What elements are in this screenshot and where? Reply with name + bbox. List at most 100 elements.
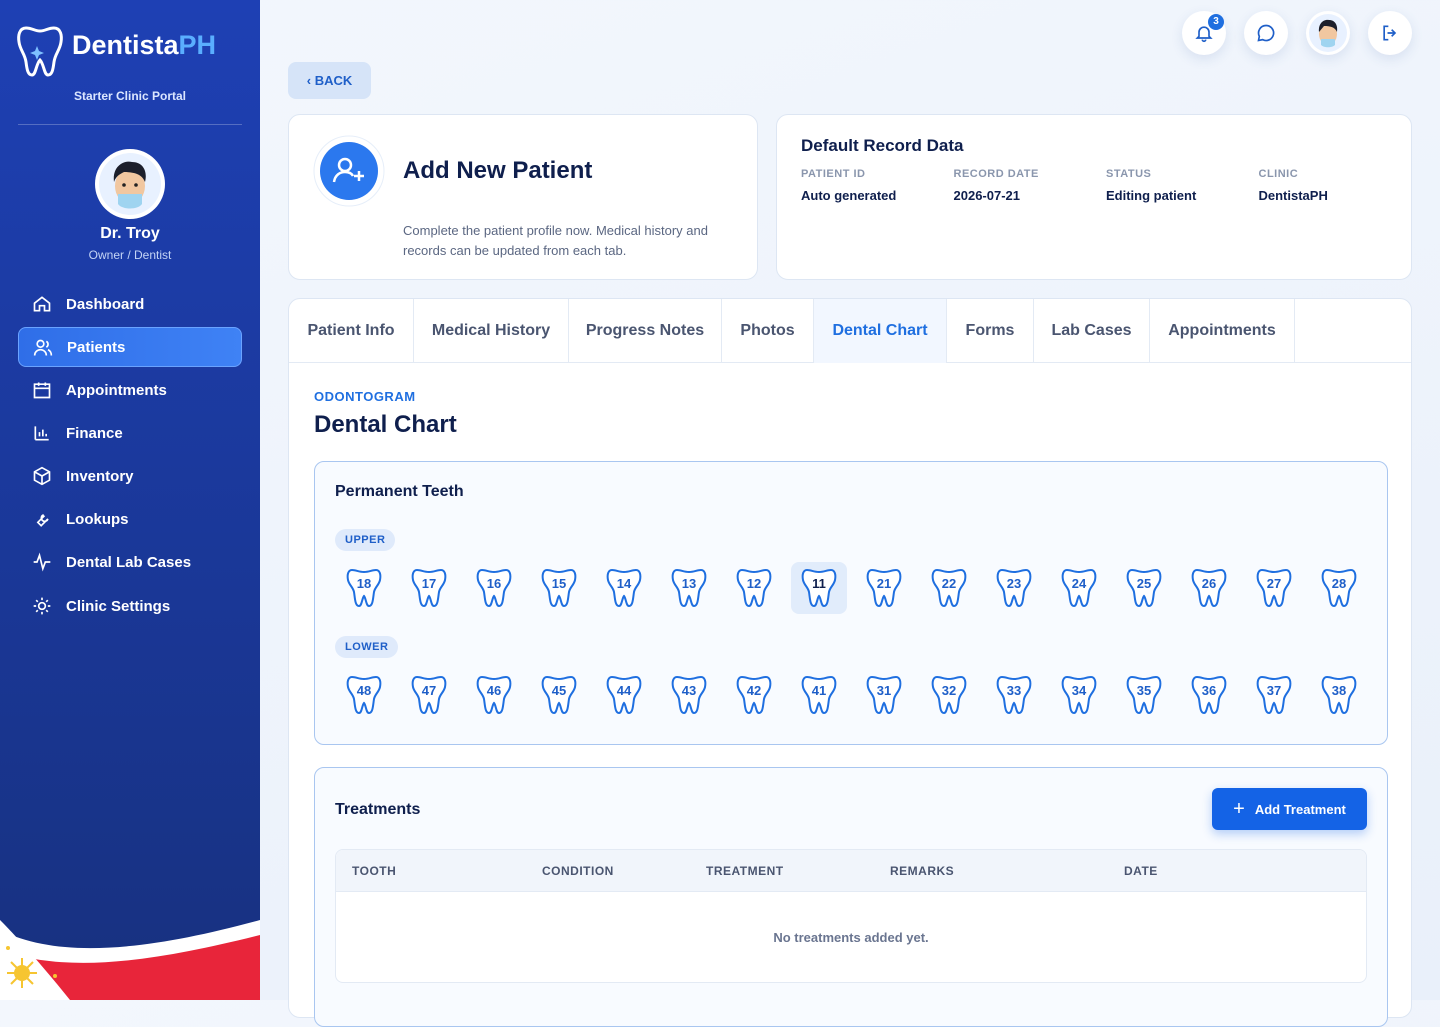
tooth[interactable]: 48: [346, 675, 382, 715]
patient-description: Complete the patient profile now. Medica…: [403, 223, 708, 258]
tooth[interactable]: 17: [411, 568, 447, 608]
tooth[interactable]: 23: [996, 568, 1032, 608]
column-header: DATE: [1124, 864, 1158, 878]
nav-item[interactable]: Lookups: [18, 499, 242, 539]
tooth[interactable]: 27: [1256, 568, 1292, 608]
divider: [18, 124, 242, 125]
tooth-outline: [671, 675, 707, 715]
tab[interactable]: Progress Notes: [569, 299, 722, 363]
tooth[interactable]: 14: [606, 568, 642, 608]
brand: DentistaPH: [72, 30, 216, 61]
tooth-outline: [606, 568, 642, 608]
back-button[interactable]: ‹ BACK: [288, 62, 371, 99]
nav-item[interactable]: Patients: [18, 327, 242, 367]
tooth-number: 22: [942, 576, 956, 591]
tooth[interactable]: 32: [931, 675, 967, 715]
nav-item[interactable]: Inventory: [18, 456, 242, 496]
tooth-number: 47: [422, 683, 436, 698]
row-label: LOWER: [335, 636, 399, 658]
tooth-outline: [541, 568, 577, 608]
tooth[interactable]: 47: [411, 675, 447, 715]
nav-item[interactable]: Appointments: [18, 370, 242, 410]
record-field: STATUS Editing patient: [1106, 168, 1196, 203]
tooth[interactable]: 46: [476, 675, 512, 715]
nav-item[interactable]: Clinic Settings: [18, 586, 242, 626]
tooth-outline: [1061, 568, 1097, 608]
field-label: STATUS: [1106, 168, 1152, 180]
tooth[interactable]: 22: [931, 568, 967, 608]
tab[interactable]: Patient Info: [289, 299, 414, 363]
nav-icon: [34, 426, 49, 441]
tooth-number: 43: [682, 683, 696, 698]
tooth-outline: [1256, 568, 1292, 608]
patient-icon: [313, 135, 385, 207]
nav-item[interactable]: Finance: [18, 413, 242, 453]
tooth[interactable]: 26: [1191, 568, 1227, 608]
notifications[interactable]: 3: [1182, 11, 1226, 55]
tooth[interactable]: 38: [1321, 675, 1357, 715]
tooth[interactable]: 45: [541, 675, 577, 715]
tab[interactable]: Lab Cases: [1034, 299, 1150, 363]
nav-icon: [36, 514, 49, 527]
nav-item[interactable]: Dashboard: [18, 284, 242, 324]
tooth[interactable]: 13: [671, 568, 707, 608]
tooth-number: 15: [552, 576, 566, 591]
tooth[interactable]: 25: [1126, 568, 1162, 608]
tooth[interactable]: 11: [791, 562, 847, 614]
tooth-outline: [411, 568, 447, 608]
nav-label: Appointments: [66, 381, 167, 399]
tooth-outline: [541, 675, 577, 715]
tooth-number: 11: [812, 576, 826, 591]
tooth-number: 35: [1137, 683, 1151, 698]
tab[interactable]: Appointments: [1150, 299, 1295, 363]
tab[interactable]: Medical History: [414, 299, 569, 363]
tooth[interactable]: 18: [346, 568, 382, 608]
tooth-outline: [476, 675, 512, 715]
tooth[interactable]: 34: [1061, 675, 1097, 715]
nav-icon: [33, 552, 51, 572]
record-card: Default Record Data PATIENT ID Auto gener…: [776, 114, 1412, 280]
tooth[interactable]: 33: [996, 675, 1032, 715]
tooth[interactable]: 37: [1256, 675, 1292, 715]
tooth[interactable]: 42: [736, 675, 772, 715]
tooth-outline: [606, 675, 642, 715]
empty-message: No treatments added yet.: [773, 930, 929, 945]
tooth-number: 41: [812, 683, 826, 698]
nav-label: Inventory: [66, 467, 134, 485]
tooth[interactable]: 31: [866, 675, 902, 715]
tab[interactable]: Photos: [722, 299, 814, 363]
sidebar: DentistaPH Starter Clinic Portal Dr. Tro…: [0, 0, 260, 1000]
treatments-title: Treatments: [335, 801, 421, 818]
nav-icon: [33, 466, 51, 486]
tooth[interactable]: 41: [801, 675, 837, 715]
tab-bar: Patient Info Medical History Progress Note…: [289, 299, 1411, 363]
logout[interactable]: [1368, 11, 1412, 55]
tooth[interactable]: 15: [541, 568, 577, 608]
tooth[interactable]: 16: [476, 568, 512, 608]
tooth-number: 42: [747, 683, 761, 698]
messages[interactable]: [1244, 11, 1288, 55]
tab[interactable]: Forms: [947, 299, 1034, 363]
add-treatment-button[interactable]: + Add Treatment: [1212, 788, 1367, 830]
nav-item[interactable]: Dental Lab Cases: [18, 542, 242, 582]
tooth-number: 37: [1267, 683, 1281, 698]
tooth[interactable]: 36: [1191, 675, 1227, 715]
tooth[interactable]: 35: [1126, 675, 1162, 715]
treatments-panel: Treatments + Add Treatment TOOTH CONDITION…: [314, 767, 1388, 1027]
profile[interactable]: [1306, 11, 1350, 55]
tabs-panel: Patient Info Medical History Progress Note…: [288, 298, 1412, 1027]
tooth-number: 44: [617, 683, 632, 698]
tab[interactable]: Dental Chart: [814, 299, 947, 363]
tooth-outline: [996, 675, 1032, 715]
record-field: RECORD DATE 2026-07-21: [954, 168, 1039, 203]
field-value: Editing patient: [1106, 188, 1197, 203]
tooth-number: 48: [357, 683, 371, 698]
tooth[interactable]: 44: [606, 675, 642, 715]
tooth[interactable]: 12: [736, 568, 772, 608]
tooth[interactable]: 28: [1321, 568, 1357, 608]
tooth-outline: [1191, 675, 1227, 715]
tooth[interactable]: 43: [671, 675, 707, 715]
tooth[interactable]: 21: [866, 568, 902, 608]
notification-badge: 3: [1208, 14, 1224, 30]
tooth[interactable]: 24: [1061, 568, 1097, 608]
